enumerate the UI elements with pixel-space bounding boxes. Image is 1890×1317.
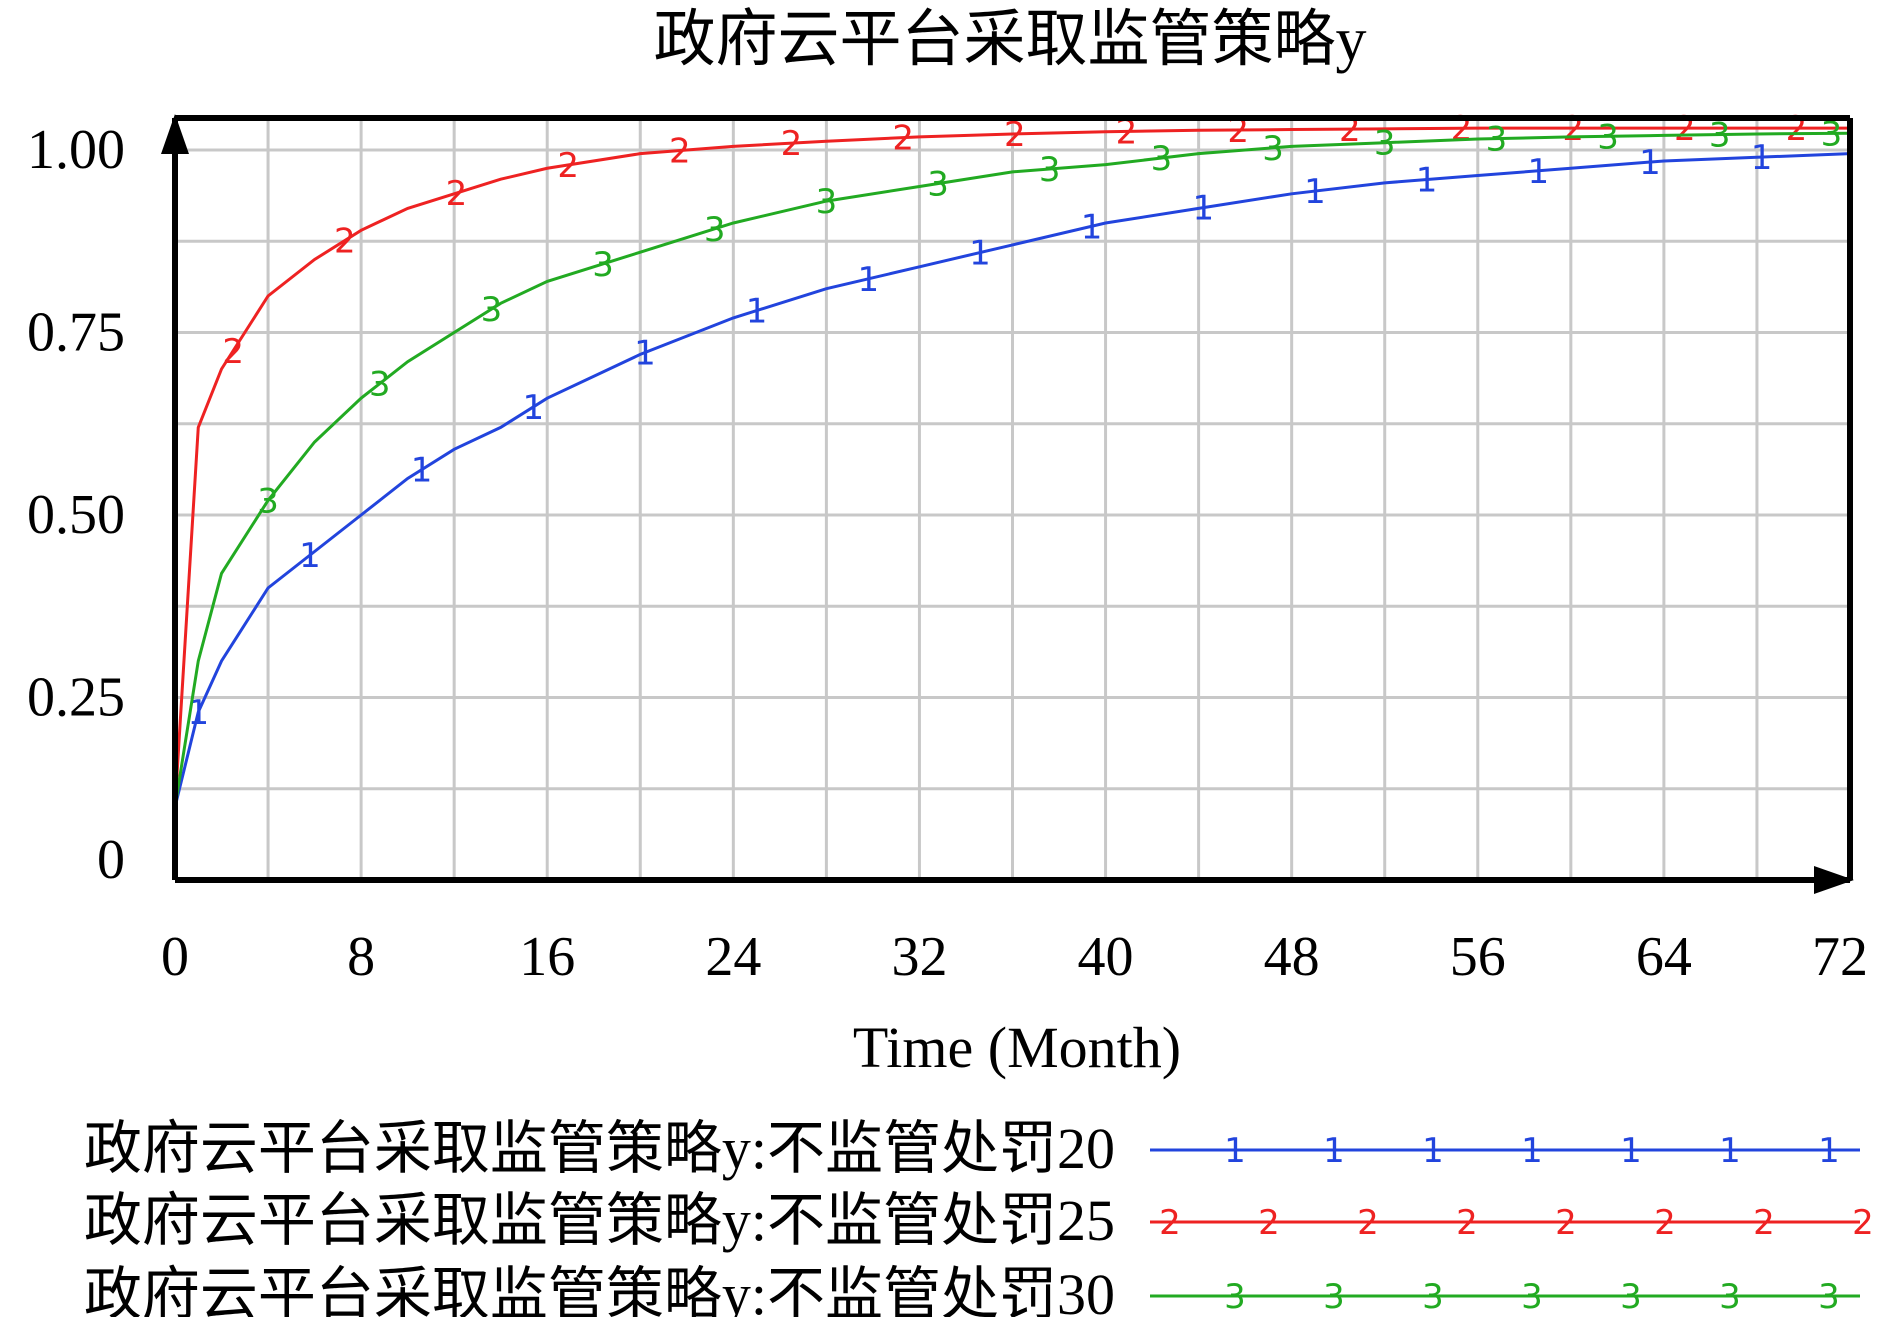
legend-marker-1: 1	[1719, 1131, 1741, 1171]
legend-label: 政府云平台采取监管策略y:不监管处罚30	[84, 1262, 1115, 1317]
legend-marker-2: 2	[1456, 1203, 1478, 1243]
legend-marker-1: 1	[1422, 1131, 1444, 1171]
series-marker-3: 3	[1709, 116, 1731, 156]
series-marker-2: 2	[557, 146, 579, 186]
series-marker-1: 1	[1527, 152, 1549, 192]
legend-marker-2: 2	[1555, 1203, 1577, 1243]
legend-marker-2: 2	[1852, 1203, 1874, 1243]
series-marker-1: 1	[969, 234, 991, 274]
y-tick-label: 1.00	[27, 119, 125, 181]
legend-marker-3: 3	[1224, 1277, 1246, 1317]
legend-marker-2: 2	[1159, 1203, 1181, 1243]
legend-marker-1: 1	[1818, 1131, 1840, 1171]
y-tick-label: 0	[97, 829, 125, 891]
x-tick-label: 56	[1450, 926, 1506, 988]
series-marker-3: 3	[927, 165, 949, 205]
axes	[161, 114, 1854, 894]
legend-marker-2: 2	[1357, 1203, 1379, 1243]
series-marker-2: 2	[1004, 115, 1026, 155]
x-tick-label: 40	[1078, 926, 1134, 988]
x-tick-label: 24	[705, 926, 761, 988]
chart-title: 政府云平台采取监管策略y	[653, 6, 1366, 74]
x-axis-label: Time (Month)	[853, 1015, 1181, 1080]
series-marker-3: 3	[1821, 114, 1843, 154]
series-marker-3: 3	[369, 365, 391, 405]
series-marker-3: 3	[704, 210, 726, 250]
series-marker-1: 1	[411, 451, 433, 491]
legend-marker-2: 2	[1654, 1203, 1676, 1243]
series-marker-2: 2	[1116, 112, 1138, 152]
series-marker-1: 1	[299, 536, 321, 576]
legend-marker-1: 1	[1521, 1131, 1543, 1171]
legend-marker-1: 1	[1620, 1131, 1642, 1171]
legend: 政府云平台采取监管策略y:不监管处罚20 1 1 1 1 1 1 1 政府云平台采取监管策略y:…	[84, 1116, 1874, 1317]
series-marker-1: 1	[1081, 207, 1103, 247]
legend-marker-1: 1	[1323, 1131, 1345, 1171]
series-marker-1: 1	[1304, 172, 1326, 212]
x-tick-label: 48	[1264, 926, 1320, 988]
x-tick-label: 16	[519, 926, 575, 988]
series-marker-2: 2	[669, 132, 691, 172]
legend-marker-1: 1	[1224, 1131, 1246, 1171]
series-marker-2: 2	[1339, 110, 1361, 150]
series-marker-3: 3	[1486, 120, 1508, 160]
series-marker-3: 3	[1039, 150, 1061, 190]
legend-label: 政府云平台采取监管策略y:不监管处罚20	[84, 1116, 1115, 1181]
series-marker-2: 2	[892, 119, 914, 159]
series-marker-3: 3	[1262, 129, 1284, 169]
x-tick-label: 72	[1812, 926, 1868, 988]
x-tick-label: 8	[347, 926, 375, 988]
series-marker-2: 2	[334, 222, 356, 262]
legend-marker-3: 3	[1521, 1277, 1543, 1317]
series-marker-1: 1	[1639, 143, 1661, 183]
x-axis-arrow	[1814, 866, 1854, 894]
series-marker-1: 1	[1192, 189, 1214, 229]
series-marker-2: 2	[1786, 109, 1808, 149]
series-marker-3: 3	[1597, 117, 1619, 157]
series-marker-2: 2	[222, 332, 244, 372]
series-marker-3: 3	[257, 481, 279, 521]
y-axis-arrow	[161, 114, 189, 154]
series-marker-1: 1	[857, 260, 879, 300]
series-line-3	[175, 131, 1850, 808]
legend-marker-2: 2	[1258, 1203, 1280, 1243]
series-marker-3: 3	[816, 182, 838, 222]
series-marker-2: 2	[1562, 109, 1584, 149]
grid	[175, 118, 1850, 880]
legend-marker-3: 3	[1719, 1277, 1741, 1317]
series-marker-2: 2	[1227, 111, 1249, 151]
legend-marker-3: 3	[1323, 1277, 1345, 1317]
legend-marker-3: 3	[1422, 1277, 1444, 1317]
series-line-1	[175, 152, 1850, 808]
legend-marker-3: 3	[1818, 1277, 1840, 1317]
legend-label: 政府云平台采取监管策略y:不监管处罚25	[84, 1188, 1115, 1253]
legend-marker-3: 3	[1620, 1277, 1642, 1317]
y-tick-label: 0.50	[27, 484, 125, 546]
series-marker-1: 1	[1416, 161, 1438, 201]
series-line-2	[175, 126, 1850, 808]
series-marker-1: 1	[634, 334, 656, 374]
y-tick-label: 0.25	[27, 667, 125, 729]
series-marker-2: 2	[781, 124, 803, 164]
y-tick-label: 0.75	[27, 302, 125, 364]
series-marker-1: 1	[522, 388, 544, 428]
series-marker-1: 1	[1751, 138, 1773, 178]
series-marker-2: 2	[446, 174, 468, 214]
legend-marker-2: 2	[1753, 1203, 1775, 1243]
x-tick-label: 0	[161, 926, 189, 988]
x-tick-label: 32	[891, 926, 947, 988]
series-marker-3: 3	[1151, 139, 1173, 179]
series-marker-3: 3	[481, 290, 503, 330]
series-marker-3: 3	[592, 245, 614, 285]
series-marker-1: 1	[746, 292, 768, 332]
series-marker-2: 2	[1674, 109, 1696, 149]
series-marker-3: 3	[1374, 124, 1396, 164]
x-tick-label: 64	[1636, 926, 1692, 988]
